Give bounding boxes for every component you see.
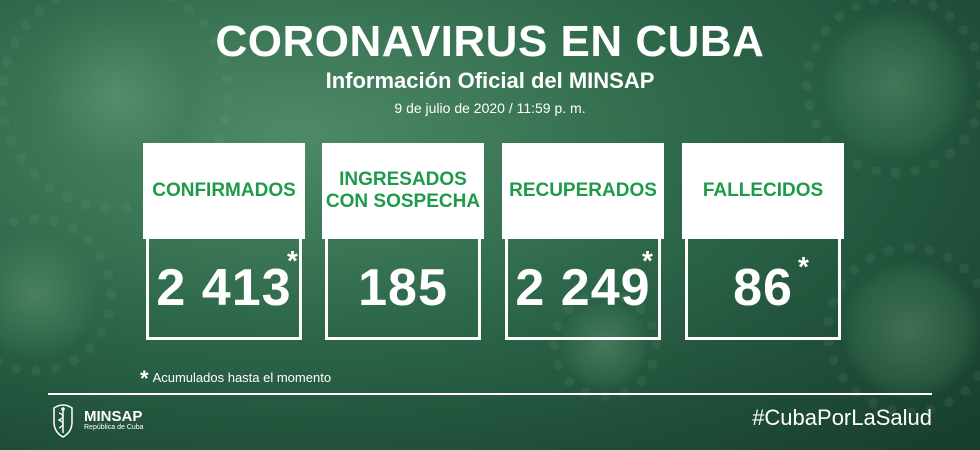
card-value-box: 2 413	[146, 239, 302, 340]
hashtag: #CubaPorLaSalud	[752, 405, 932, 430]
card-label-line: FALLECIDOS	[702, 180, 824, 202]
card-label-line: CON SOSPECHA	[325, 191, 481, 212]
card-label-line: RECUPERADOS	[509, 180, 657, 202]
asterisk-mark: *	[140, 366, 149, 391]
asterisk-mark: *	[798, 251, 809, 282]
footnote-text: Acumulados hasta el momento	[152, 370, 332, 385]
card-label: INGRESADOS CON SOSPECHA	[322, 143, 484, 239]
card-value: 2 249	[515, 259, 651, 317]
card-confirmados: CONFIRMADOS 2 413 *	[143, 143, 305, 343]
logo-name: MINSAP	[84, 408, 143, 426]
background-virus-icon	[802, 0, 980, 178]
card-value-box: 86	[685, 239, 841, 340]
asterisk-mark: *	[642, 245, 653, 276]
card-label: RECUPERADOS	[502, 143, 664, 239]
caduceus-icon	[53, 404, 73, 438]
card-value: 86	[733, 259, 793, 317]
background-virus-icon	[0, 214, 116, 376]
minsap-logo: MINSAP República de Cuba	[48, 401, 144, 441]
card-label: CONFIRMADOS	[143, 143, 305, 239]
report-date: 9 de julio de 2020 / 11:59 p. m.	[394, 100, 586, 116]
card-fallecidos: FALLECIDOS 86 *	[682, 143, 844, 343]
page-subtitle: Información Oficial del MINSAP	[325, 68, 655, 93]
background-virus-icon	[549, 289, 661, 401]
background-virus-icon	[823, 243, 980, 417]
card-label: FALLECIDOS	[682, 143, 844, 239]
card-value-box: 2 249	[505, 239, 661, 340]
background-virus-icon	[0, 0, 233, 213]
card-value: 2 413	[156, 259, 292, 317]
card-value-box: 185	[325, 239, 481, 340]
footnote: * Acumulados hasta el momento	[140, 366, 331, 392]
card-value: 185	[358, 259, 448, 317]
divider	[48, 393, 932, 395]
page-title: CORONAVIRUS EN CUBA	[215, 17, 765, 66]
card-label-line: CONFIRMADOS	[152, 180, 296, 202]
card-label-line: INGRESADOS	[339, 169, 467, 191]
logo-subtitle: República de Cuba	[84, 424, 144, 432]
card-ingresados: INGRESADOS CON SOSPECHA 185	[322, 143, 484, 343]
card-recuperados: RECUPERADOS 2 249 *	[502, 143, 664, 343]
asterisk-mark: *	[287, 245, 298, 276]
